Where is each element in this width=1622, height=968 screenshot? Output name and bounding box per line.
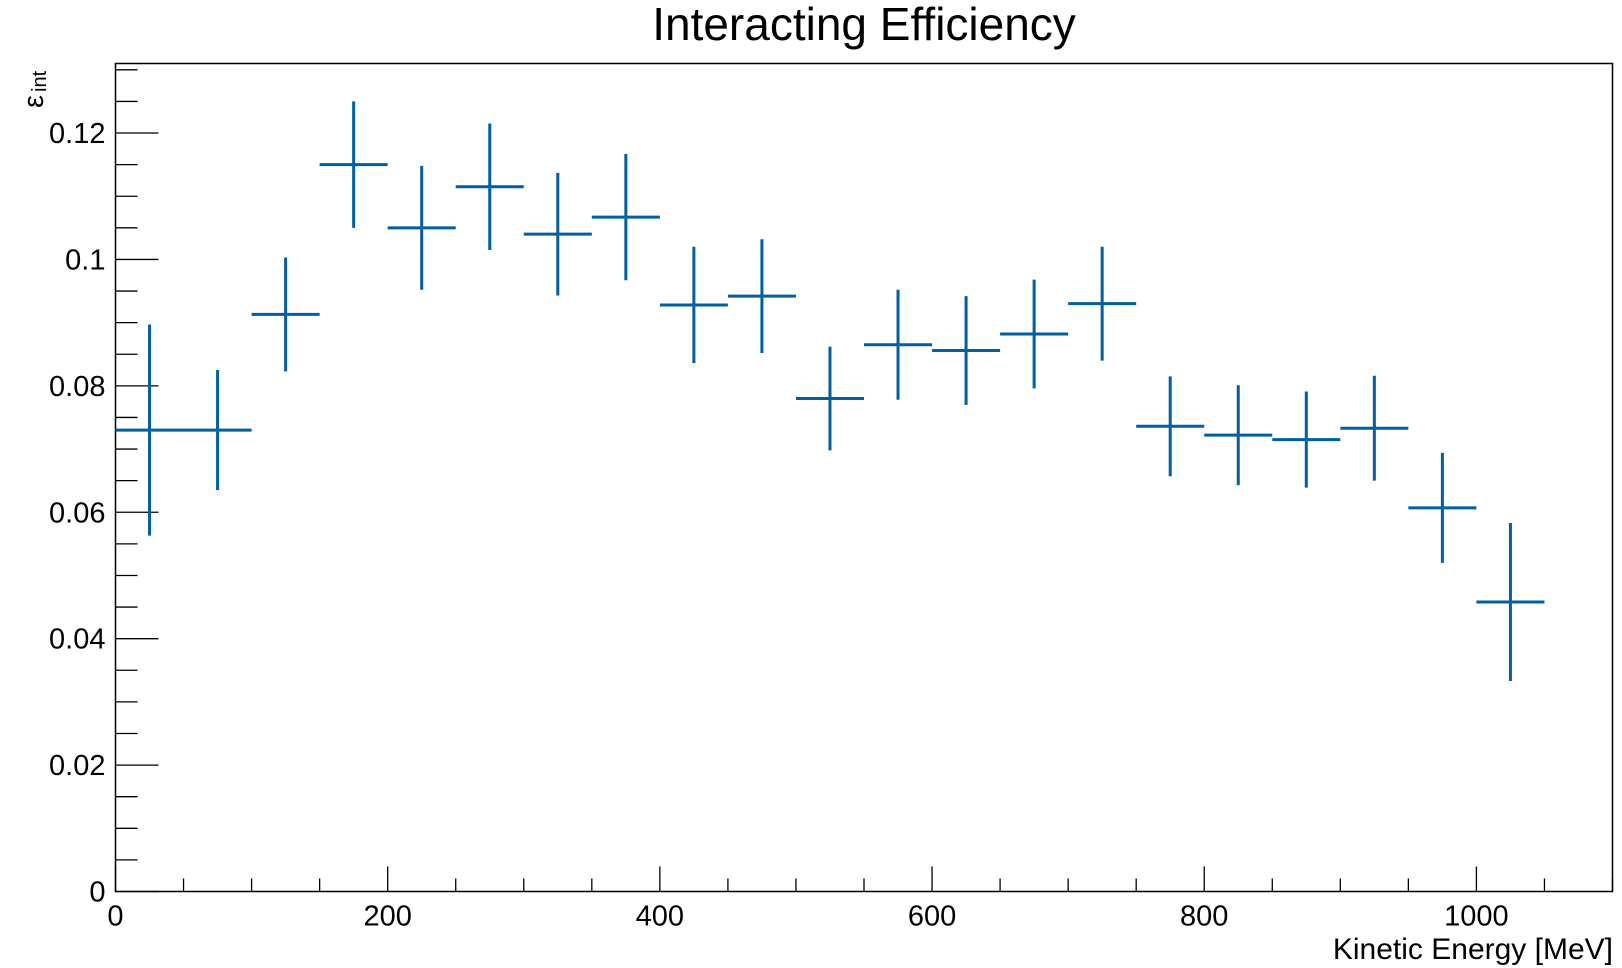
- data-point: [864, 289, 933, 400]
- x-tick-label: 200: [363, 901, 411, 933]
- chart-title: Interacting Efficiency: [652, 0, 1076, 50]
- y-axis-label: ε int: [18, 70, 51, 108]
- data-point: [727, 239, 796, 353]
- data-point: [183, 370, 252, 491]
- x-tick-label: 400: [636, 901, 684, 933]
- data-point: [1476, 523, 1545, 682]
- y-tick-label: 0: [89, 877, 105, 909]
- data-point: [523, 172, 592, 296]
- x-tick-label: 800: [1180, 901, 1228, 933]
- x-axis-label: Kinetic Energy [MeV]: [1333, 933, 1613, 966]
- data-point: [932, 296, 1001, 405]
- data-point: [795, 346, 864, 451]
- data-point: [1068, 246, 1137, 361]
- y-axis-label-subscript: int: [29, 70, 51, 92]
- y-tick-label: 0.08: [49, 371, 105, 403]
- x-tick-label: 600: [908, 901, 956, 933]
- data-point: [455, 123, 524, 250]
- x-axis-ticks: 0 200 400 600 800 1000: [107, 866, 1614, 933]
- plot-frame: [114, 62, 1614, 893]
- y-tick-label: 0.12: [49, 118, 105, 150]
- data-point: [115, 324, 184, 536]
- data-point: [659, 246, 728, 364]
- y-tick-label: 0.02: [49, 750, 105, 782]
- y-tick-label: 0.04: [49, 624, 105, 656]
- data-point: [1272, 391, 1341, 488]
- y-axis-label-main: ε: [18, 95, 50, 108]
- y-tick-label: 0.06: [49, 497, 105, 529]
- data-point: [319, 101, 388, 228]
- data-point: [387, 165, 456, 290]
- y-axis-ticks: 0 0.02 0.04 0.06 0.08 0.1 0.12: [49, 69, 159, 909]
- data-point: [1340, 375, 1409, 481]
- y-tick-label: 0.1: [65, 244, 105, 276]
- data-point: [1408, 452, 1477, 563]
- x-tick-label: 1000: [1444, 901, 1509, 933]
- data-point: [1136, 376, 1205, 477]
- data-points: [115, 101, 1545, 682]
- data-point: [591, 153, 660, 281]
- data-point: [251, 257, 320, 372]
- x-tick-label: 0: [107, 901, 123, 933]
- data-point: [1204, 385, 1273, 486]
- data-point: [1000, 279, 1069, 389]
